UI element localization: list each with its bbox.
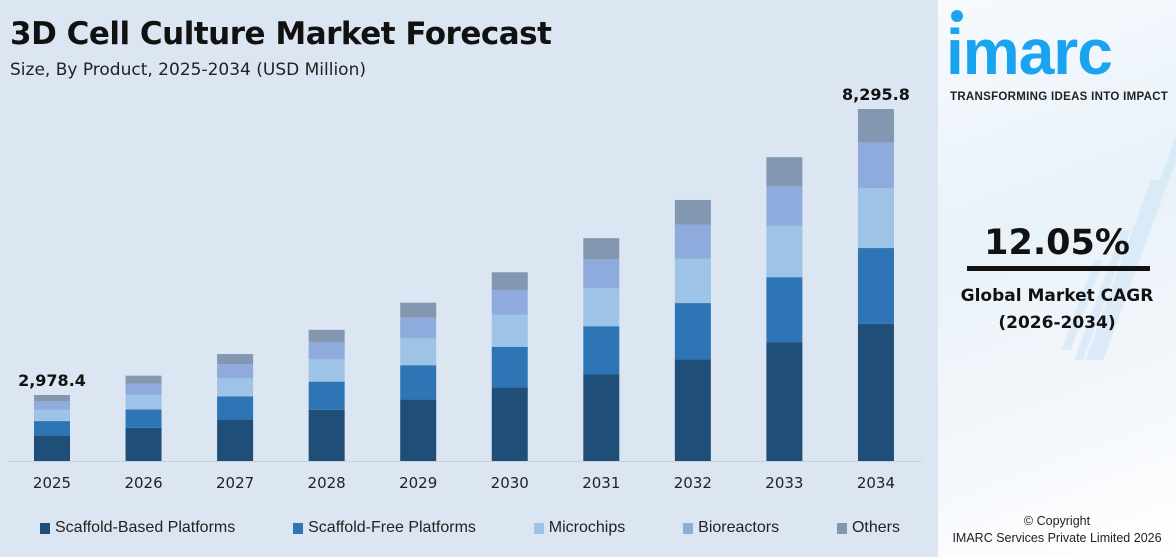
x-tick-label: 2033 [765, 474, 803, 492]
bar-segment-scaffold-free-platforms-2027 [217, 396, 254, 420]
company-name: IMARC Services Private Limited 2026 [952, 531, 1162, 545]
bar-segment-scaffold-free-platforms-2033 [766, 277, 803, 343]
bar-segment-scaffold-based-platforms-2030 [491, 387, 528, 461]
legend-label: Scaffold-Based Platforms [55, 519, 236, 536]
bar-segment-others-2031 [583, 238, 620, 260]
bar-segment-scaffold-based-platforms-2025 [34, 435, 70, 461]
data-label: 8,295.8 [842, 85, 910, 104]
bar-segment-others-2029 [400, 302, 437, 318]
bar-segment-bioreactors-2032 [674, 224, 711, 259]
legend-label: Microchips [548, 519, 626, 536]
stacked-bar-chart: 2025 2,978.4 2026 2027 2028 2029 2030 2031 2032 2… [8, 85, 922, 492]
bar-segment-others-2027 [217, 354, 254, 365]
x-tick-label: 2026 [124, 474, 162, 492]
bar-segment-others-2033 [766, 157, 803, 187]
bar-segment-bioreactors-2031 [583, 259, 620, 289]
bar-segment-scaffold-free-platforms-2026 [125, 409, 162, 428]
bar-segment-scaffold-free-platforms-2034 [857, 248, 894, 324]
bar-segment-scaffold-free-platforms-2025 [34, 421, 70, 436]
bar-segment-scaffold-based-platforms-2029 [400, 399, 437, 461]
chart-title: 3D Cell Culture Market Forecast [10, 16, 552, 52]
bar-segment-others-2032 [674, 199, 711, 225]
x-tick-label: 2028 [308, 474, 346, 492]
legend-swatch [836, 522, 847, 534]
legend-swatch [533, 522, 544, 534]
cagr-label-text: Global Market CAGR [960, 286, 1154, 306]
bar-segment-others-2030 [491, 272, 528, 291]
bar-segment-microchips-2026 [125, 394, 162, 410]
legend-swatch [683, 522, 694, 534]
data-label: 2,978.4 [18, 371, 86, 390]
legend-item: Scaffold-Based Platforms [40, 519, 235, 537]
x-tick-label: 2029 [399, 474, 437, 492]
legend-swatch [40, 522, 50, 534]
bar-segment-bioreactors-2025 [34, 401, 70, 410]
x-tick-label: 2025 [33, 474, 71, 492]
bar-segment-bioreactors-2028 [308, 342, 345, 360]
bar-segment-others-2025 [34, 395, 70, 402]
bar-segment-bioreactors-2029 [400, 317, 437, 339]
logo-dot [951, 10, 963, 22]
bar-segment-bioreactors-2033 [766, 186, 803, 226]
bar-segment-scaffold-based-platforms-2028 [308, 409, 345, 461]
bar-segment-microchips-2030 [491, 314, 528, 347]
bar-segment-bioreactors-2034 [857, 142, 894, 189]
x-tick-label: 2030 [491, 474, 529, 492]
legend: Scaffold-Based Platforms Scaffold-Free Pl… [40, 519, 900, 537]
side-panel: imarc TRANSFORMING IDEAS INTO IMPACT 12.… [938, 0, 1176, 557]
copyright: © Copyright IMARC Services Private Limit… [938, 513, 1176, 547]
bar-segment-scaffold-based-platforms-2032 [674, 359, 711, 461]
legend-item: Scaffold-Free Platforms [293, 519, 476, 537]
bar-segment-others-2028 [308, 329, 345, 343]
bar-segment-others-2026 [125, 375, 162, 384]
cagr-value: 12.05% [984, 223, 1130, 263]
legend-item: Microchips [533, 519, 626, 537]
bar-segment-scaffold-free-platforms-2030 [491, 346, 528, 388]
cagr-label: Global Market CAGR (2026-2034) [938, 283, 1176, 337]
bar-segment-scaffold-based-platforms-2033 [766, 342, 803, 461]
bar-segment-scaffold-based-platforms-2031 [583, 374, 620, 461]
legend-label: Bioreactors [698, 519, 780, 536]
x-tick-label: 2032 [674, 474, 712, 492]
imarc-logo: imarc [946, 16, 1113, 88]
legend-item: Others [836, 519, 900, 537]
bar-segment-bioreactors-2027 [217, 364, 254, 379]
chart-subtitle: Size, By Product, 2025-2034 (USD Million… [10, 60, 366, 80]
logo-tagline: TRANSFORMING IDEAS INTO IMPACT [950, 91, 1169, 103]
bar-segment-bioreactors-2026 [125, 383, 162, 395]
bar-segment-scaffold-based-platforms-2026 [125, 427, 162, 461]
bar-segment-scaffold-free-platforms-2028 [308, 381, 345, 410]
legend-swatch [293, 522, 304, 534]
bar-segment-microchips-2028 [308, 359, 345, 382]
bar-segment-microchips-2032 [674, 258, 711, 304]
bar-segment-scaffold-free-platforms-2029 [400, 365, 437, 400]
bar-segment-microchips-2029 [400, 338, 437, 366]
legend-label: Others [851, 519, 900, 536]
bar-segment-scaffold-based-platforms-2027 [217, 419, 254, 461]
bar-segment-scaffold-free-platforms-2032 [674, 303, 711, 360]
bar-segment-microchips-2031 [583, 288, 620, 327]
bar-segment-microchips-2025 [34, 409, 70, 422]
x-tick-label: 2034 [857, 474, 895, 492]
legend-label: Scaffold-Free Platforms [308, 519, 476, 536]
bar-segment-microchips-2027 [217, 378, 254, 397]
copyright-text: © Copyright [1023, 514, 1091, 528]
cagr-period: (2026-2034) [998, 313, 1116, 333]
bar-segment-microchips-2034 [857, 188, 894, 249]
bar-segment-others-2034 [857, 109, 894, 143]
legend-item: Bioreactors [683, 519, 779, 537]
bar-segment-scaffold-based-platforms-2034 [857, 323, 894, 461]
bar-segment-bioreactors-2030 [491, 290, 528, 315]
divider [967, 266, 1150, 271]
bar-segment-scaffold-free-platforms-2031 [583, 326, 620, 375]
x-tick-label: 2027 [216, 474, 254, 492]
chart-area: 3D Cell Culture Market Forecast Size, By… [8, 16, 922, 537]
bar-segment-microchips-2033 [766, 225, 803, 278]
x-tick-label: 2031 [582, 474, 620, 492]
